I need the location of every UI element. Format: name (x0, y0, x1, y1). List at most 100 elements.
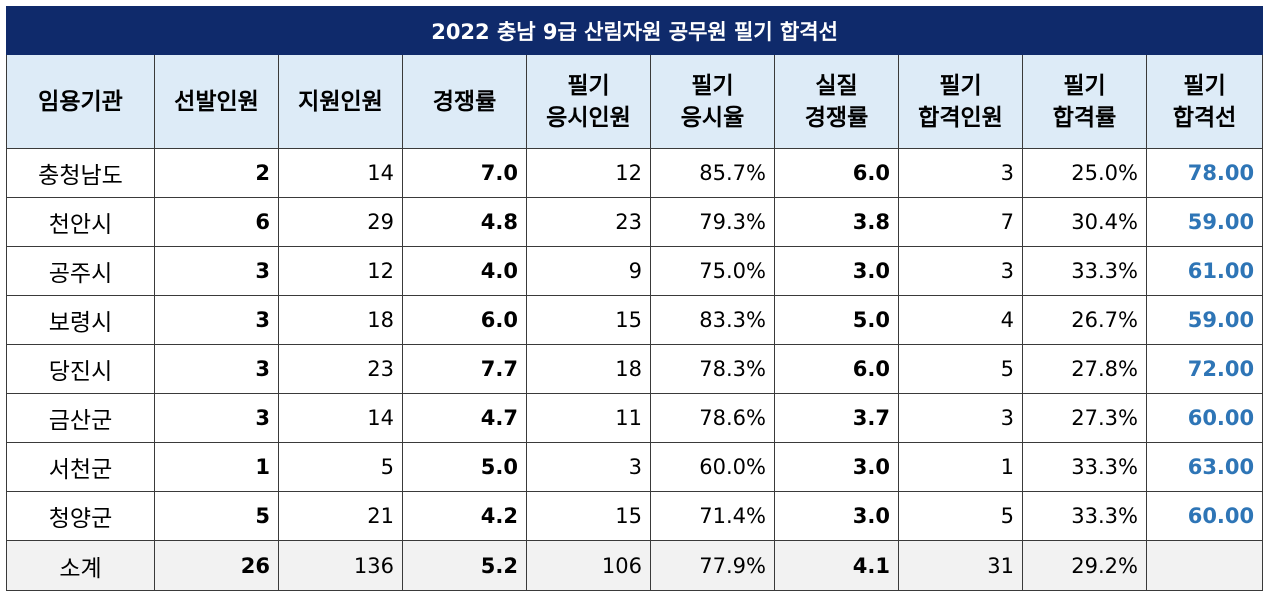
cell-exam-rate: 85.7% (650, 148, 775, 198)
cell-applicants: 5 (278, 442, 403, 492)
cell-applicants: 14 (278, 393, 403, 443)
total-row: 소계 26 136 5.2 106 77.9% 4.1 31 29.2% (6, 540, 1264, 591)
table-row: 충청남도 2 14 7.0 12 85.7% 6.0 3 25.0% 78.00 (6, 148, 1264, 198)
table-row: 서천군 1 5 5.0 3 60.0% 3.0 1 33.3% 63.00 (6, 442, 1264, 492)
cell-agency: 천안시 (6, 197, 155, 247)
cell-pass-rate: 29.2% (1022, 540, 1147, 591)
cell-passers: 7 (898, 197, 1023, 247)
cell-real-competition: 6.0 (774, 148, 899, 198)
cell-real-competition: 4.1 (774, 540, 899, 591)
header-competition-rate: 경쟁률 (402, 54, 527, 149)
cell-exam-takers: 15 (526, 491, 651, 541)
header-text: 경쟁률 (432, 88, 497, 115)
header-pass-rate: 필기 합격률 (1022, 54, 1147, 149)
cell-passers: 4 (898, 295, 1023, 345)
cell-pass-mark: 60.00 (1145, 393, 1264, 443)
cell-selected: 6 (154, 197, 279, 247)
cell-pass-rate: 33.3% (1022, 246, 1147, 296)
cell-real-competition: 3.8 (774, 197, 899, 247)
cell-exam-takers: 23 (526, 197, 651, 247)
cell-selected: 3 (154, 246, 279, 296)
cell-pass-mark: 59.00 (1145, 197, 1264, 247)
header-applicants: 지원인원 (278, 54, 403, 149)
cell-pass-mark: 63.00 (1145, 442, 1264, 492)
header-selected: 선발인원 (154, 54, 279, 149)
cell-agency: 보령시 (6, 295, 155, 345)
cell-competition-rate: 5.2 (402, 540, 527, 591)
cell-exam-rate: 60.0% (650, 442, 775, 492)
header-agency: 임용기관 (6, 54, 155, 149)
cell-real-competition: 3.0 (774, 246, 899, 296)
cell-exam-rate: 75.0% (650, 246, 775, 296)
cell-applicants: 14 (278, 148, 403, 198)
cell-applicants: 29 (278, 197, 403, 247)
cell-exam-takers: 9 (526, 246, 651, 296)
header-text: 지원인원 (298, 88, 383, 115)
cell-pass-mark: 61.00 (1145, 246, 1264, 296)
cell-selected: 3 (154, 344, 279, 394)
cell-competition-rate: 4.7 (402, 393, 527, 443)
table-row: 금산군 3 14 4.7 11 78.6% 3.7 3 27.3% 60.00 (6, 393, 1264, 443)
header-text: 경쟁률 (804, 104, 869, 131)
cell-selected: 1 (154, 442, 279, 492)
cell-agency: 서천군 (6, 442, 155, 492)
cell-competition-rate: 5.0 (402, 442, 527, 492)
cell-competition-rate: 4.8 (402, 197, 527, 247)
cell-exam-rate: 78.3% (650, 344, 775, 394)
table-row: 천안시 6 29 4.8 23 79.3% 3.8 7 30.4% 59.00 (6, 197, 1264, 247)
cell-pass-rate: 30.4% (1022, 197, 1147, 247)
table-row: 공주시 3 12 4.0 9 75.0% 3.0 3 33.3% 61.00 (6, 246, 1264, 296)
cell-pass-mark: 78.00 (1145, 148, 1264, 198)
table-row: 청양군 5 21 4.2 15 71.4% 3.0 5 33.3% 60.00 (6, 491, 1264, 541)
header-text: 응시인원 (546, 104, 631, 131)
header-text: 임용기관 (38, 88, 123, 115)
header-text: 실질 (815, 72, 858, 99)
cell-selected: 5 (154, 491, 279, 541)
cell-pass-rate: 26.7% (1022, 295, 1147, 345)
cell-pass-rate: 27.8% (1022, 344, 1147, 394)
cell-exam-takers: 15 (526, 295, 651, 345)
title-row: 2022 충남 9급 산림자원 공무원 필기 합격선 (5, 6, 1264, 55)
cell-agency: 당진시 (6, 344, 155, 394)
cell-applicants: 23 (278, 344, 403, 394)
cell-passers: 1 (898, 442, 1023, 492)
cell-exam-rate: 78.6% (650, 393, 775, 443)
header-text: 응시율 (680, 104, 745, 131)
header-text: 선발인원 (174, 88, 259, 115)
cell-agency: 금산군 (6, 393, 155, 443)
score-table-container: 2022 충남 9급 산림자원 공무원 필기 합격선 임용기관 선발인원 지원인… (5, 6, 1264, 591)
cell-competition-rate: 4.2 (402, 491, 527, 541)
pass-mark-table: 2022 충남 9급 산림자원 공무원 필기 합격선 임용기관 선발인원 지원인… (5, 6, 1264, 591)
cell-exam-takers: 3 (526, 442, 651, 492)
cell-pass-rate: 27.3% (1022, 393, 1147, 443)
cell-applicants: 21 (278, 491, 403, 541)
header-passers: 필기 합격인원 (898, 54, 1023, 149)
cell-pass-mark (1145, 540, 1264, 591)
cell-passers: 3 (898, 393, 1023, 443)
table-row: 보령시 3 18 6.0 15 83.3% 5.0 4 26.7% 59.00 (6, 295, 1264, 345)
table-row: 당진시 3 23 7.7 18 78.3% 6.0 5 27.8% 72.00 (6, 344, 1264, 394)
header-pass-mark: 필기 합격선 (1145, 54, 1264, 149)
cell-competition-rate: 6.0 (402, 295, 527, 345)
cell-selected: 3 (154, 393, 279, 443)
header-text: 필기 (1063, 72, 1106, 99)
cell-exam-takers: 12 (526, 148, 651, 198)
header-text: 필기 (567, 72, 610, 99)
cell-selected: 3 (154, 295, 279, 345)
cell-applicants: 12 (278, 246, 403, 296)
cell-applicants: 18 (278, 295, 403, 345)
cell-pass-rate: 25.0% (1022, 148, 1147, 198)
cell-selected: 26 (154, 540, 279, 591)
header-text: 필기 (939, 72, 982, 99)
cell-real-competition: 3.0 (774, 491, 899, 541)
cell-passers: 31 (898, 540, 1023, 591)
cell-exam-rate: 83.3% (650, 295, 775, 345)
cell-competition-rate: 7.7 (402, 344, 527, 394)
cell-real-competition: 6.0 (774, 344, 899, 394)
cell-agency: 소계 (6, 540, 155, 591)
header-text: 필기 (691, 72, 734, 99)
cell-competition-rate: 4.0 (402, 246, 527, 296)
